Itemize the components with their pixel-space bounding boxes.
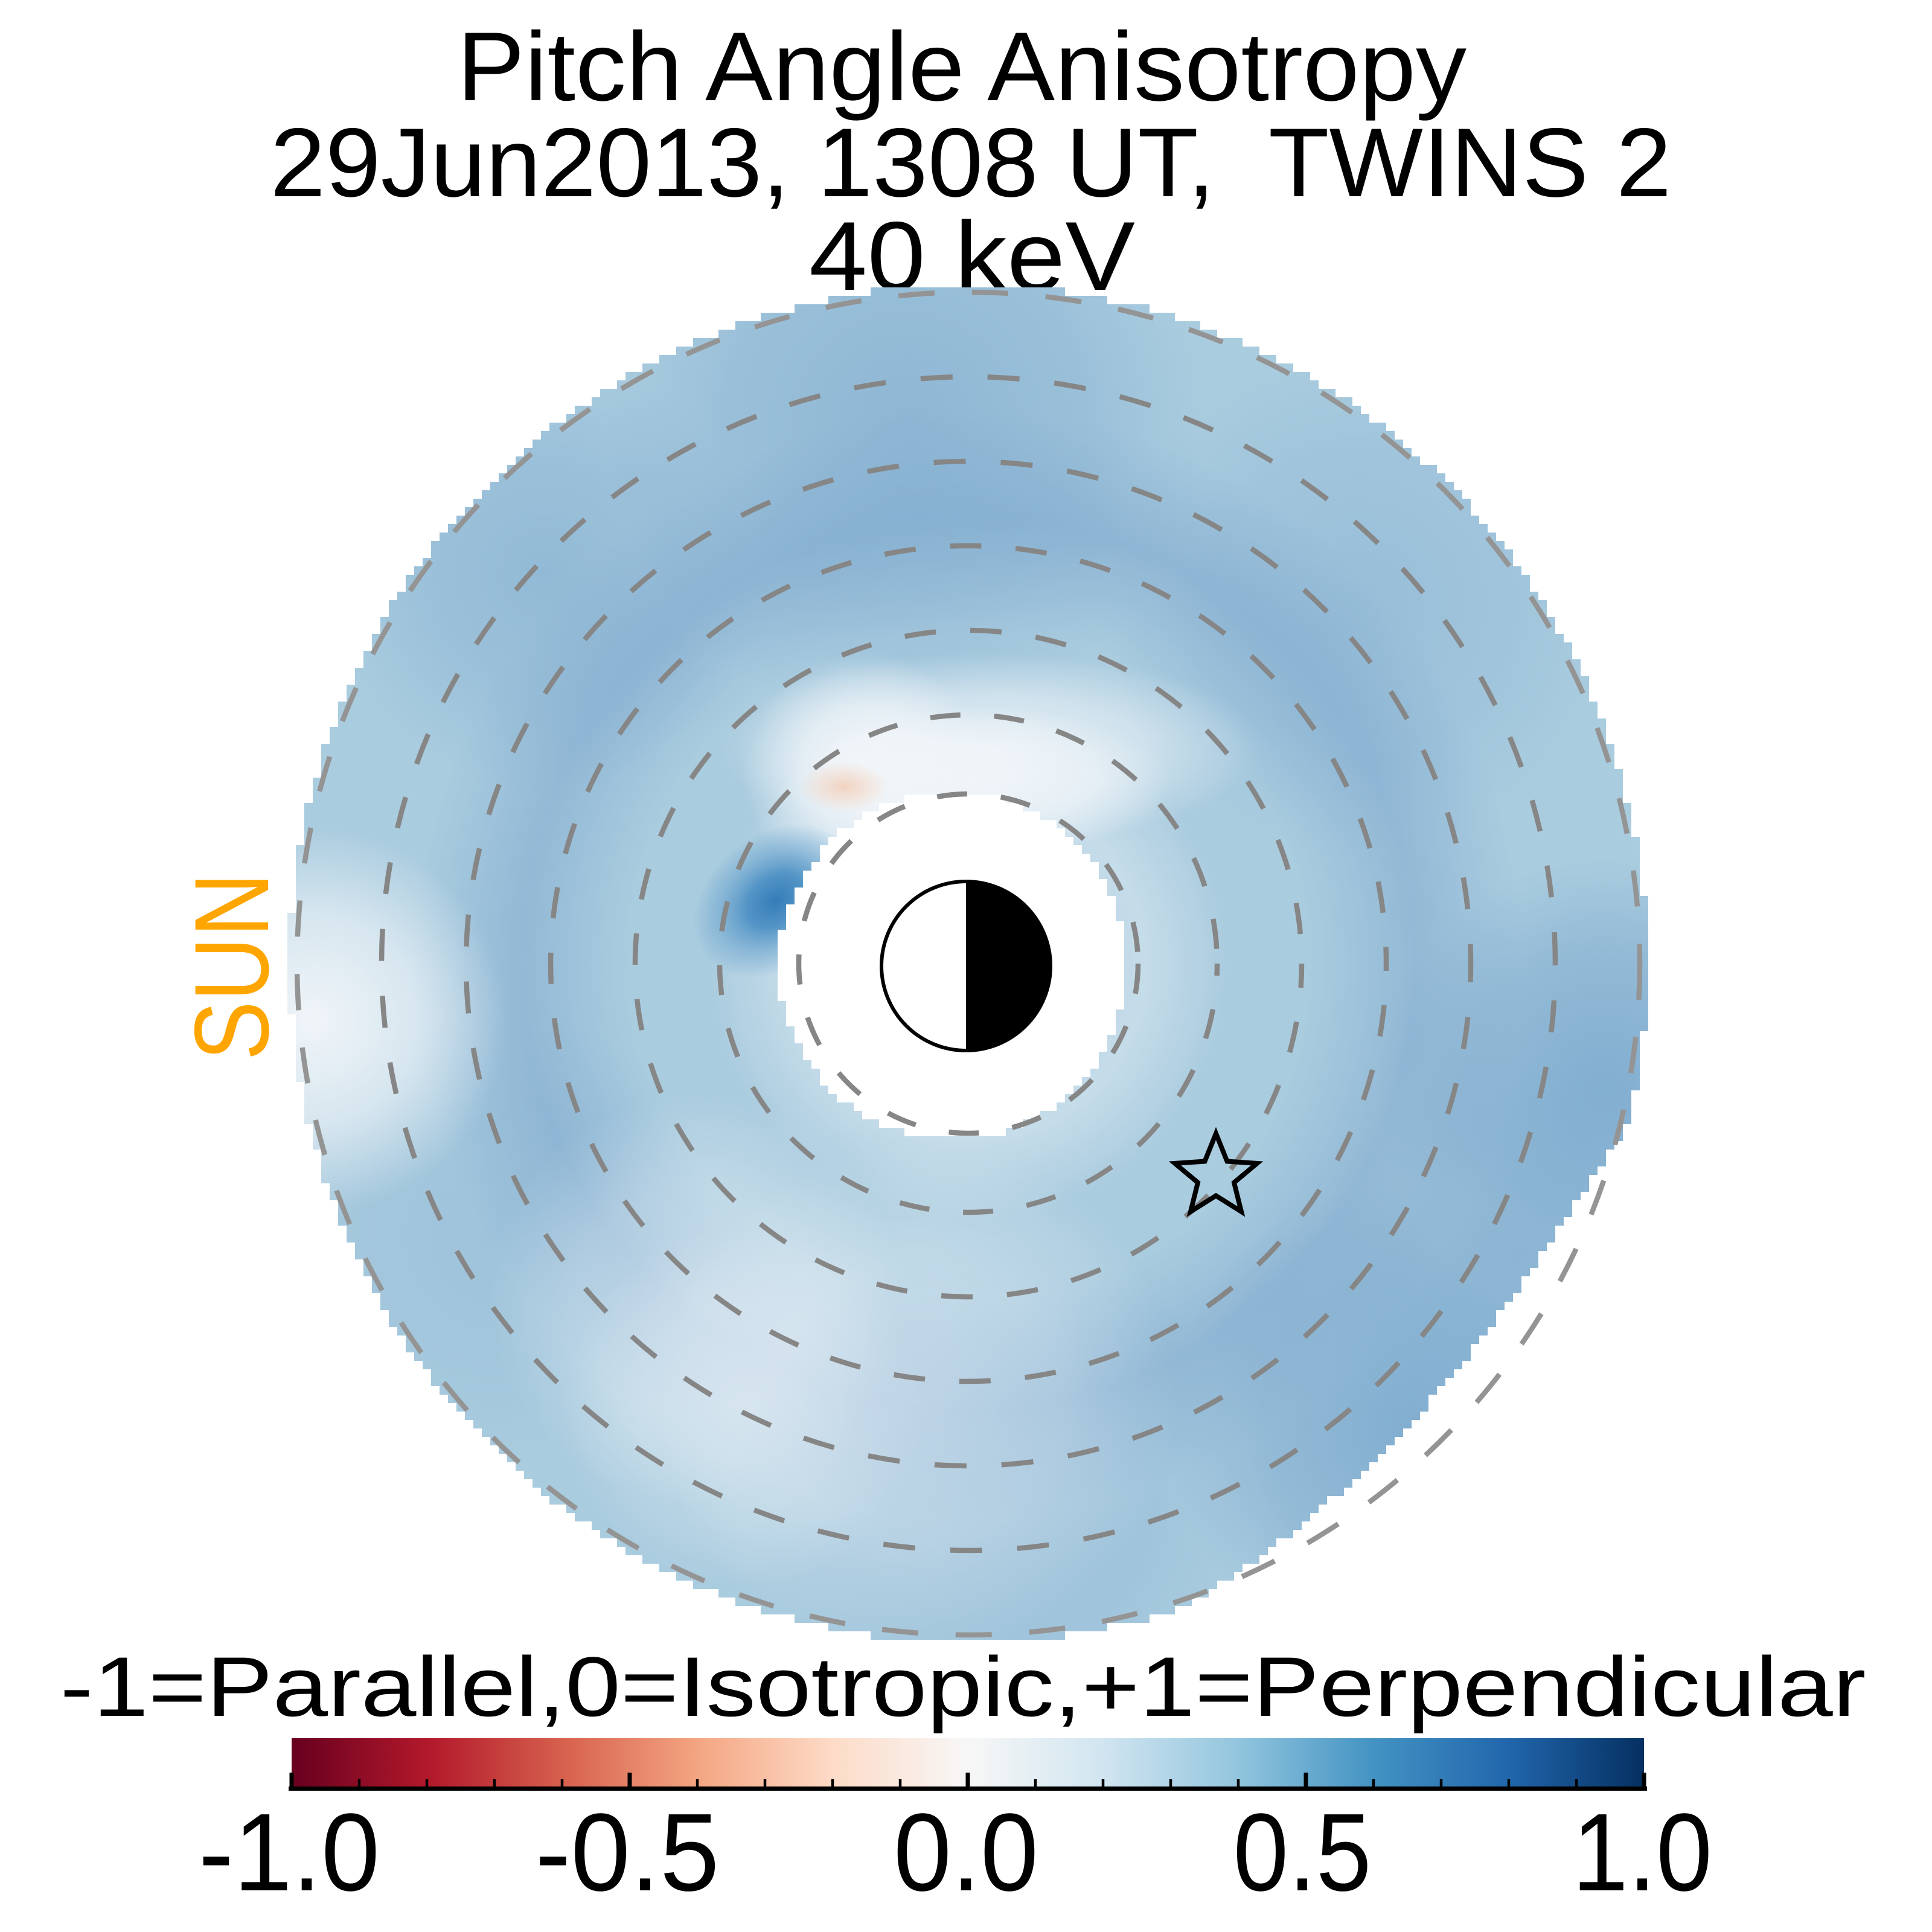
svg-text:-1.0: -1.0 [199,1790,380,1914]
svg-text:-1=Parallel,0=Isotropic,+1=Per: -1=Parallel,0=Isotropic,+1=Perpendicular [60,1639,1866,1734]
svg-text:1.0: 1.0 [1572,1790,1712,1914]
svg-text:-0.5: -0.5 [536,1790,720,1914]
svg-text:SUN: SUN [173,873,291,1061]
svg-text:0.0: 0.0 [894,1790,1038,1914]
svg-text:0.5: 0.5 [1233,1790,1372,1914]
svg-text:Pitch Angle Anisotropy: Pitch Angle Anisotropy [457,12,1467,121]
svg-text:29Jun2013, 1308 UT, TWINS 2: 29Jun2013, 1308 UT, TWINS 2 [270,108,1672,217]
